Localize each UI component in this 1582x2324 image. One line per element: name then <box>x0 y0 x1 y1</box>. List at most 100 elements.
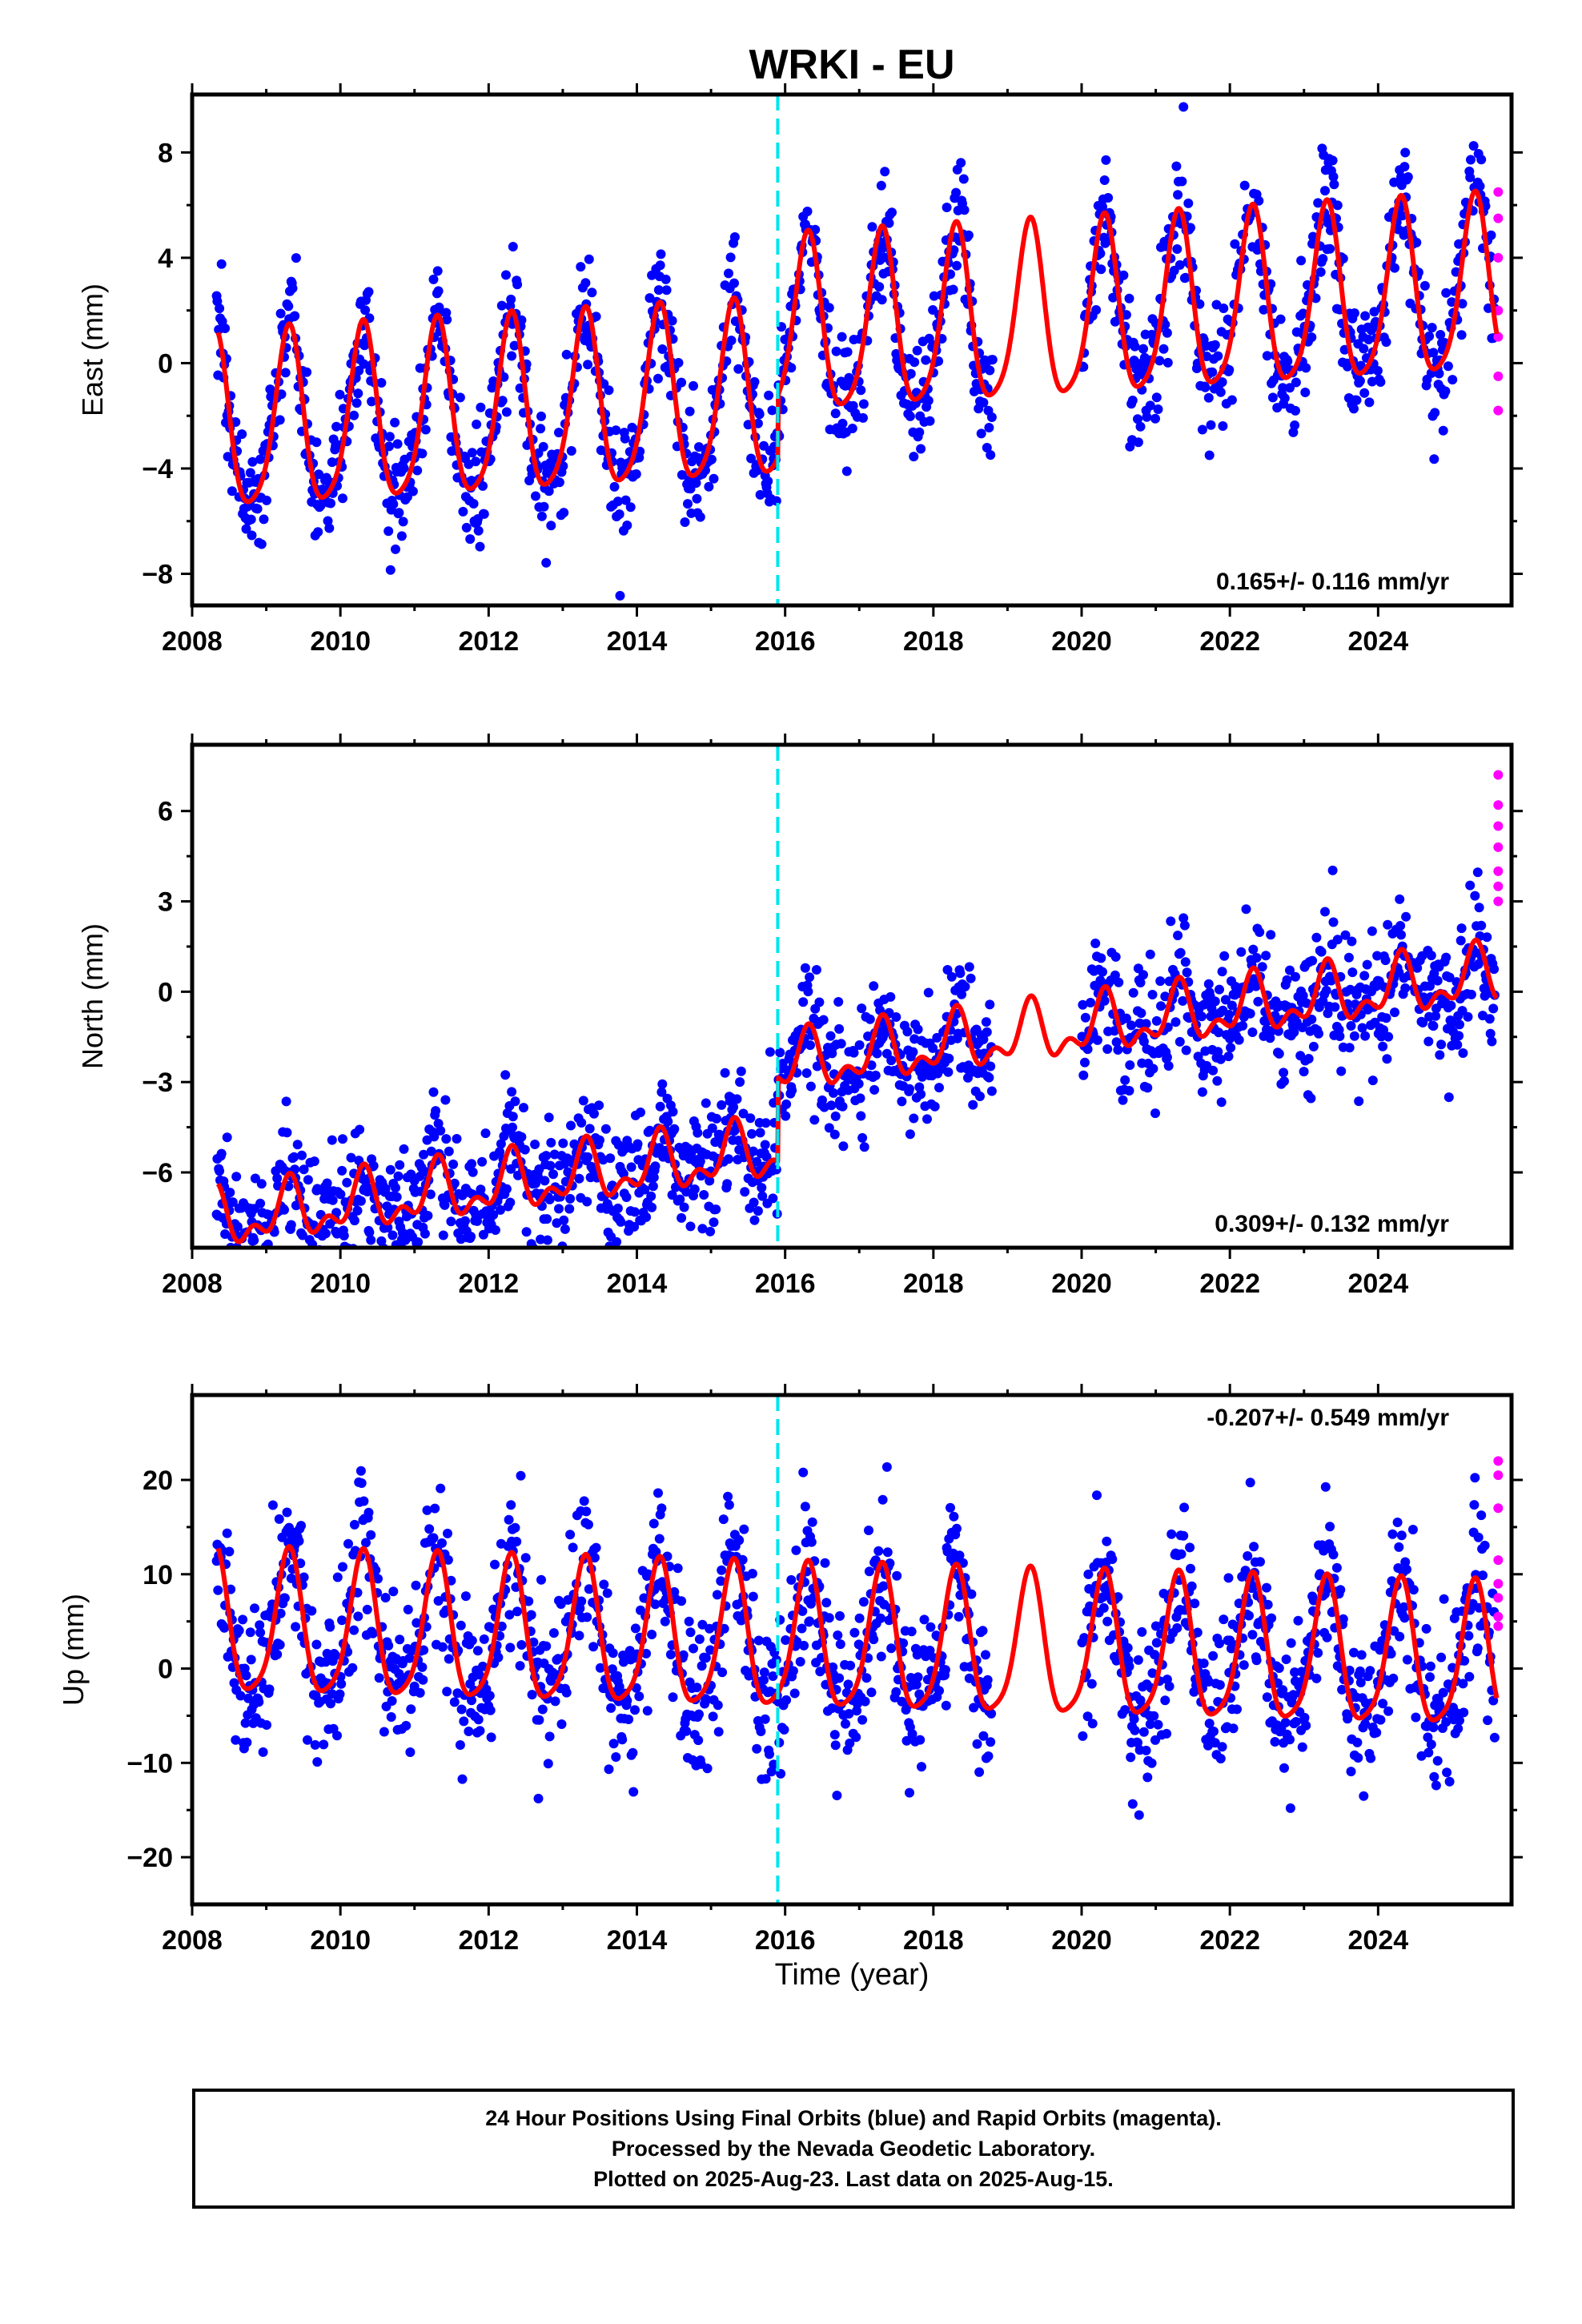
data-point-east <box>1138 344 1148 354</box>
data-point-up <box>966 1589 977 1599</box>
data-point-east <box>729 278 739 288</box>
data-point-north <box>262 1269 271 1279</box>
data-point-north <box>902 1027 913 1037</box>
data-point-up <box>332 1731 342 1741</box>
data-point-up <box>1311 1673 1322 1683</box>
data-point-north <box>331 1208 342 1218</box>
data-point-up <box>1431 1780 1441 1791</box>
data-point-east <box>874 282 885 292</box>
data-point-east <box>982 443 992 452</box>
data-point-east <box>692 493 702 504</box>
data-point-north <box>1238 1020 1248 1031</box>
data-point-east <box>241 524 251 534</box>
data-point-up <box>1102 1616 1113 1626</box>
data-point-up <box>303 1735 312 1745</box>
data-point-north <box>584 1124 595 1134</box>
data-point-north <box>505 1197 516 1208</box>
data-point-east <box>916 444 926 454</box>
data-point-north <box>574 1173 584 1184</box>
data-point-east <box>695 512 705 522</box>
data-point-east <box>753 465 762 476</box>
data-point-up <box>906 1626 917 1637</box>
data-point-north <box>477 1156 488 1167</box>
data-point-north <box>554 1204 564 1214</box>
data-point-up <box>1215 1754 1226 1763</box>
data-point-up <box>359 1496 369 1506</box>
data-point-up <box>717 1667 728 1678</box>
data-point-east <box>1291 405 1300 416</box>
data-point-up <box>238 1614 248 1625</box>
data-point-up <box>969 1703 979 1713</box>
data-point-north <box>1226 1043 1236 1053</box>
data-point-up <box>355 1466 366 1476</box>
data-point-up <box>1078 1731 1088 1741</box>
data-point-up <box>917 1762 926 1772</box>
data-point-east <box>912 345 922 356</box>
data-point-east <box>516 315 527 325</box>
data-point-north <box>829 1129 840 1140</box>
data-point-north <box>1179 920 1190 931</box>
data-point-east <box>1329 179 1339 190</box>
data-point-up <box>1209 1727 1219 1736</box>
data-point-up <box>981 1650 990 1660</box>
data-point-up <box>524 1596 534 1606</box>
data-point-north <box>605 1153 616 1164</box>
data-point-east <box>255 454 266 464</box>
data-point-up <box>1124 1661 1134 1671</box>
data-point-east <box>1313 198 1323 208</box>
data-point-north <box>914 1082 925 1092</box>
data-point-east <box>1239 180 1250 191</box>
data-point-north <box>805 1040 815 1051</box>
data-point-up <box>1313 1648 1323 1658</box>
data-point-east <box>359 359 369 369</box>
data-point-east <box>1213 351 1223 361</box>
data-point-east <box>314 469 324 480</box>
data-point-north <box>600 1124 611 1134</box>
x-tick-label-up-2016: 2016 <box>755 1925 816 1956</box>
data-point-up <box>1453 1723 1464 1734</box>
data-point-east <box>509 340 520 351</box>
data-point-east <box>1291 377 1301 388</box>
data-point-east <box>220 324 231 333</box>
data-point-up <box>1160 1695 1170 1706</box>
data-point-up <box>854 1613 865 1623</box>
data-point-up <box>428 1533 439 1543</box>
data-point-up <box>464 1727 474 1736</box>
data-point-north <box>829 1088 838 1098</box>
data-point-north <box>387 1230 398 1240</box>
data-point-north <box>1320 907 1330 917</box>
data-point-east <box>1475 181 1485 191</box>
data-point-north <box>1214 1027 1224 1038</box>
data-point-east <box>842 347 853 357</box>
data-point-up <box>1469 1500 1480 1510</box>
data-point-up <box>759 1667 769 1678</box>
data-point-north <box>480 1128 491 1139</box>
data-point-north <box>1383 1031 1394 1042</box>
data-point-north <box>685 1221 696 1232</box>
data-point-up <box>246 1655 256 1665</box>
data-point-east <box>1399 162 1410 172</box>
data-point-north <box>765 1047 775 1057</box>
data-point-east <box>541 557 552 568</box>
data-point-north <box>1344 1043 1355 1053</box>
data-point-up <box>1394 1542 1404 1552</box>
data-point-north <box>1485 1028 1496 1039</box>
data-point-north <box>1484 1014 1495 1024</box>
data-point-north <box>1395 921 1406 931</box>
data-point-north <box>425 1189 436 1200</box>
data-point-north <box>322 1178 332 1188</box>
data-point-north <box>942 965 953 975</box>
x-tick-label-east-2022: 2022 <box>1199 626 1260 657</box>
data-point-east <box>724 268 733 279</box>
x-tick-label-up-2018: 2018 <box>903 1925 964 1956</box>
data-point-east <box>472 419 482 429</box>
data-point-north <box>1096 953 1106 963</box>
data-point-north <box>559 1215 569 1225</box>
data-point-north <box>225 1188 235 1198</box>
data-point-east <box>858 399 869 409</box>
data-point-east <box>384 432 395 442</box>
data-point-east <box>615 590 625 601</box>
data-point-east <box>1259 304 1269 315</box>
data-point-north <box>594 1100 604 1111</box>
data-point-north <box>855 1093 865 1104</box>
